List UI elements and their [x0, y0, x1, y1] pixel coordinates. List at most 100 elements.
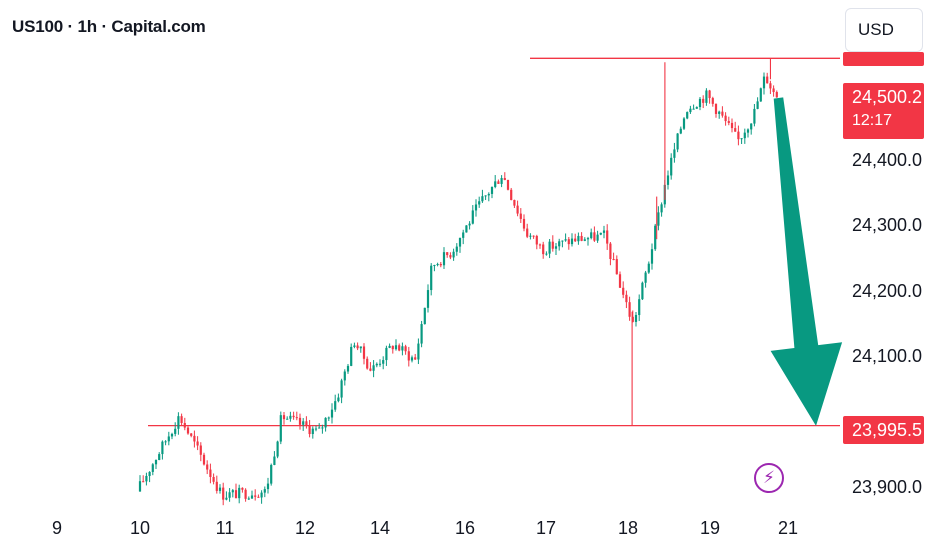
candle-body [433, 265, 436, 267]
candle-body [657, 212, 660, 226]
candle-body [654, 225, 657, 250]
candle-body [260, 492, 263, 498]
candle-body [538, 244, 542, 246]
candle-body [158, 454, 161, 461]
candle-body [670, 157, 673, 176]
candle-body [660, 204, 663, 213]
candle-body [289, 415, 292, 419]
candle-body [644, 272, 647, 283]
candle-body [417, 343, 420, 360]
candle-body [410, 357, 414, 361]
candle-body [666, 175, 670, 185]
candle-body [340, 380, 343, 398]
candle-body [490, 186, 494, 194]
candle-body [196, 441, 199, 446]
candle-body [762, 76, 766, 89]
candle-body [279, 415, 282, 442]
candle-body [612, 259, 615, 261]
candle-body [775, 92, 778, 98]
candle-body [161, 441, 164, 455]
candle-body [404, 346, 407, 352]
x-tick-label: 11 [215, 518, 235, 538]
candle-body [449, 255, 452, 258]
candle-body [465, 225, 468, 233]
candle-body [257, 496, 260, 498]
candle-body [487, 193, 490, 196]
candle-body [484, 195, 487, 197]
candle-body [471, 210, 474, 224]
candle-body [599, 232, 602, 235]
candle-body [458, 237, 462, 247]
candle-body [183, 423, 186, 428]
candle-body [529, 235, 532, 237]
x-tick-label: 14 [369, 518, 391, 538]
candle-body [414, 357, 417, 360]
candle-body [558, 241, 561, 247]
candlestick-series [138, 58, 778, 506]
candle-body [164, 441, 167, 443]
candle-body [241, 487, 244, 490]
candle-body [673, 149, 676, 158]
candle-body [154, 460, 158, 465]
candle-body [740, 138, 743, 140]
candle-body [231, 490, 234, 493]
y-tick-label: 24,200.0 [852, 280, 923, 301]
candle-body [337, 397, 340, 402]
candle-body [369, 368, 372, 371]
candle-body [407, 351, 410, 361]
candle-body [225, 497, 228, 500]
lightning-icon[interactable]: ⚡ [754, 463, 784, 493]
candle-body [586, 238, 590, 240]
candle-body [583, 239, 586, 241]
candle-body [302, 421, 305, 425]
candle-body [346, 365, 350, 372]
candle-body [497, 181, 500, 184]
candle-body [142, 481, 145, 483]
candle-body [650, 249, 654, 264]
candle-body [590, 232, 593, 239]
candle-body [567, 239, 570, 245]
resistance-price-tag [843, 52, 924, 66]
y-tick-label: 24,400.0 [852, 149, 923, 170]
candle-body [292, 415, 295, 418]
candle-body [606, 230, 609, 244]
candle-body [503, 178, 506, 180]
candle-body [577, 235, 580, 242]
currency-selector[interactable]: USD [845, 8, 923, 52]
candle-body [145, 475, 148, 482]
candle-body [625, 294, 628, 303]
candle-body [686, 112, 689, 119]
candle-body [711, 98, 714, 104]
candle-body [222, 487, 225, 500]
candle-body [442, 252, 446, 266]
candle-body [478, 201, 481, 205]
candle-body [324, 417, 327, 428]
x-tick-label: 19 [699, 518, 721, 538]
candle-body [615, 259, 618, 275]
candle-body [602, 230, 606, 233]
candle-body [394, 345, 398, 350]
candle-body [730, 122, 734, 129]
x-tick-label: 10 [129, 518, 151, 538]
candle-body [580, 235, 583, 241]
y-tick-label: 24,300.0 [852, 215, 923, 236]
candle-body [548, 241, 551, 254]
candle-body [746, 129, 750, 133]
candle-body [526, 228, 529, 237]
candle-body [334, 401, 337, 410]
candle-body [474, 204, 478, 211]
candle-body [327, 417, 330, 419]
candle-body [298, 417, 302, 425]
candle-body [423, 307, 426, 325]
candle-body [398, 345, 401, 351]
candle-body [401, 346, 404, 351]
candle-body [766, 76, 769, 84]
candle-body [250, 495, 254, 499]
candle-body [756, 101, 759, 109]
candle-body [305, 421, 308, 427]
candle-body [481, 196, 484, 202]
support-price-label: 23,995.5 [843, 416, 924, 444]
candle-body [254, 495, 257, 497]
candle-body [647, 263, 650, 273]
